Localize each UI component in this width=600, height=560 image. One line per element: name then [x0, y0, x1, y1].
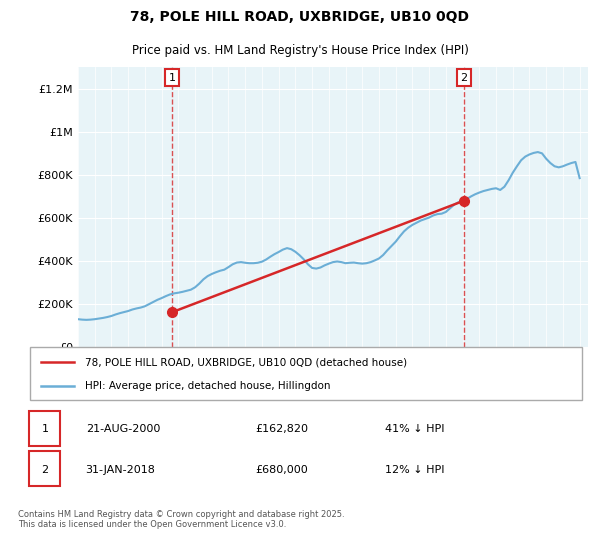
Text: 21-AUG-2000: 21-AUG-2000	[86, 424, 160, 434]
Text: 41% ↓ HPI: 41% ↓ HPI	[385, 424, 444, 434]
Text: 2: 2	[460, 73, 467, 83]
Text: Contains HM Land Registry data © Crown copyright and database right 2025.
This d: Contains HM Land Registry data © Crown c…	[18, 510, 344, 529]
Text: £162,820: £162,820	[255, 424, 308, 434]
Text: HPI: Average price, detached house, Hillingdon: HPI: Average price, detached house, Hill…	[85, 380, 331, 390]
Text: 78, POLE HILL ROAD, UXBRIDGE, UB10 0QD (detached house): 78, POLE HILL ROAD, UXBRIDGE, UB10 0QD (…	[85, 357, 407, 367]
FancyBboxPatch shape	[29, 451, 60, 486]
Text: 2: 2	[41, 465, 49, 475]
Text: £680,000: £680,000	[255, 465, 308, 475]
Text: 1: 1	[169, 73, 176, 83]
Text: 1: 1	[41, 424, 49, 434]
FancyBboxPatch shape	[30, 347, 582, 400]
Text: 78, POLE HILL ROAD, UXBRIDGE, UB10 0QD: 78, POLE HILL ROAD, UXBRIDGE, UB10 0QD	[131, 10, 470, 24]
Text: 31-JAN-2018: 31-JAN-2018	[86, 465, 155, 475]
Text: Price paid vs. HM Land Registry's House Price Index (HPI): Price paid vs. HM Land Registry's House …	[131, 44, 469, 57]
Text: 12% ↓ HPI: 12% ↓ HPI	[385, 465, 444, 475]
FancyBboxPatch shape	[29, 410, 60, 446]
